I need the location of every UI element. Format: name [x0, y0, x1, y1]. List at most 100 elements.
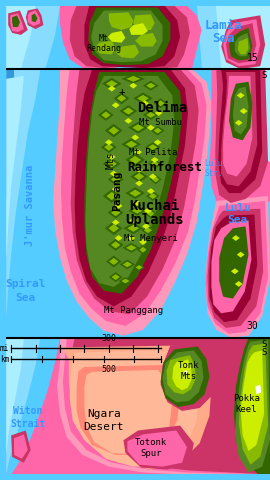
Text: Lamia: Lamia	[204, 19, 242, 32]
Polygon shape	[146, 112, 156, 118]
Polygon shape	[127, 431, 187, 467]
Polygon shape	[237, 252, 245, 258]
Polygon shape	[57, 337, 270, 474]
Polygon shape	[215, 69, 268, 203]
Text: Desert: Desert	[84, 421, 124, 432]
Polygon shape	[147, 125, 155, 131]
Polygon shape	[126, 141, 137, 148]
Polygon shape	[144, 228, 152, 233]
Polygon shape	[128, 206, 146, 216]
Polygon shape	[6, 337, 24, 455]
Polygon shape	[6, 337, 40, 474]
Polygon shape	[109, 12, 133, 30]
Polygon shape	[137, 245, 149, 255]
Polygon shape	[105, 139, 113, 145]
Polygon shape	[108, 239, 123, 251]
Polygon shape	[108, 207, 123, 218]
Polygon shape	[141, 225, 155, 235]
Text: mi: mi	[0, 344, 9, 353]
Text: Delima: Delima	[137, 101, 188, 115]
Polygon shape	[154, 128, 162, 133]
Polygon shape	[235, 281, 243, 287]
Polygon shape	[6, 337, 60, 474]
Text: Sea: Sea	[212, 32, 234, 45]
Polygon shape	[143, 110, 159, 120]
Polygon shape	[124, 118, 132, 124]
Polygon shape	[63, 337, 270, 474]
Polygon shape	[154, 98, 167, 108]
Polygon shape	[172, 359, 192, 390]
Text: Strait: Strait	[10, 419, 45, 429]
Polygon shape	[6, 69, 14, 201]
Polygon shape	[102, 78, 122, 90]
Polygon shape	[129, 156, 141, 164]
Polygon shape	[60, 6, 202, 69]
Polygon shape	[123, 426, 194, 469]
Polygon shape	[235, 33, 251, 56]
Polygon shape	[205, 201, 268, 334]
Bar	[6, 337, 270, 474]
Polygon shape	[6, 76, 24, 260]
Text: Rendang: Rendang	[86, 44, 122, 53]
Polygon shape	[147, 188, 155, 194]
Polygon shape	[112, 186, 120, 192]
Polygon shape	[88, 8, 170, 65]
Text: Mts: Mts	[181, 372, 197, 381]
Polygon shape	[236, 69, 270, 162]
Text: Mt Menyeri: Mt Menyeri	[124, 234, 178, 242]
Polygon shape	[110, 171, 118, 177]
Text: Mt: Mt	[99, 34, 109, 43]
Polygon shape	[146, 83, 156, 89]
Polygon shape	[129, 217, 137, 223]
Polygon shape	[6, 6, 60, 69]
Polygon shape	[145, 143, 161, 152]
Polygon shape	[152, 177, 159, 182]
Polygon shape	[108, 31, 126, 43]
Text: Ngara: Ngara	[87, 409, 121, 419]
Polygon shape	[111, 209, 120, 216]
Polygon shape	[101, 141, 117, 153]
Polygon shape	[103, 158, 120, 169]
Polygon shape	[112, 219, 120, 225]
Polygon shape	[123, 262, 132, 267]
Polygon shape	[32, 13, 38, 22]
Polygon shape	[63, 346, 211, 469]
Text: S: S	[261, 340, 267, 349]
Polygon shape	[77, 365, 180, 455]
Polygon shape	[85, 370, 172, 455]
Polygon shape	[109, 272, 123, 282]
Polygon shape	[129, 83, 137, 89]
Polygon shape	[132, 208, 143, 214]
Polygon shape	[105, 221, 123, 235]
Polygon shape	[234, 337, 270, 474]
Polygon shape	[136, 265, 143, 270]
Polygon shape	[8, 11, 28, 35]
Text: J'mur Savanna: J'mur Savanna	[25, 165, 35, 246]
Text: Sea: Sea	[16, 293, 36, 302]
Polygon shape	[85, 72, 182, 294]
Polygon shape	[129, 23, 148, 35]
Polygon shape	[122, 138, 141, 150]
Text: S: S	[261, 72, 267, 80]
Polygon shape	[235, 340, 270, 472]
Polygon shape	[103, 189, 120, 203]
Polygon shape	[91, 11, 163, 62]
Polygon shape	[126, 245, 137, 251]
Polygon shape	[114, 93, 129, 104]
Text: 300: 300	[101, 334, 116, 343]
Text: 500: 500	[101, 365, 116, 374]
Polygon shape	[108, 85, 116, 92]
Polygon shape	[141, 100, 149, 106]
Polygon shape	[120, 105, 137, 117]
Polygon shape	[121, 279, 130, 283]
Text: Witon: Witon	[13, 406, 42, 416]
Text: Mt Panggang: Mt Panggang	[104, 306, 163, 315]
Polygon shape	[207, 209, 263, 328]
Polygon shape	[146, 191, 160, 201]
Polygon shape	[149, 193, 157, 199]
Text: Mt Sumbu: Mt Sumbu	[139, 118, 182, 127]
Polygon shape	[135, 33, 157, 47]
Polygon shape	[117, 95, 126, 102]
Polygon shape	[238, 38, 248, 54]
Polygon shape	[150, 175, 161, 184]
